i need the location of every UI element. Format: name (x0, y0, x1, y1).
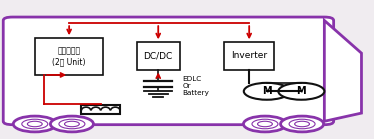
Circle shape (244, 83, 290, 100)
FancyBboxPatch shape (81, 105, 120, 114)
Circle shape (13, 116, 56, 132)
FancyBboxPatch shape (224, 42, 274, 70)
Text: DC/DC: DC/DC (144, 51, 173, 60)
Text: M: M (262, 86, 272, 96)
Circle shape (278, 83, 324, 100)
FancyBboxPatch shape (137, 42, 180, 70)
Circle shape (243, 116, 286, 132)
FancyBboxPatch shape (35, 38, 104, 75)
Circle shape (50, 116, 94, 132)
Polygon shape (324, 20, 362, 121)
Text: 비접촉전원
(2자 Unit): 비접촉전원 (2자 Unit) (52, 47, 86, 66)
Text: EDLC
Or
Battery: EDLC Or Battery (183, 76, 209, 96)
FancyBboxPatch shape (3, 17, 334, 125)
Circle shape (280, 116, 324, 132)
Text: Inverter: Inverter (231, 51, 267, 60)
Text: M: M (297, 86, 306, 96)
